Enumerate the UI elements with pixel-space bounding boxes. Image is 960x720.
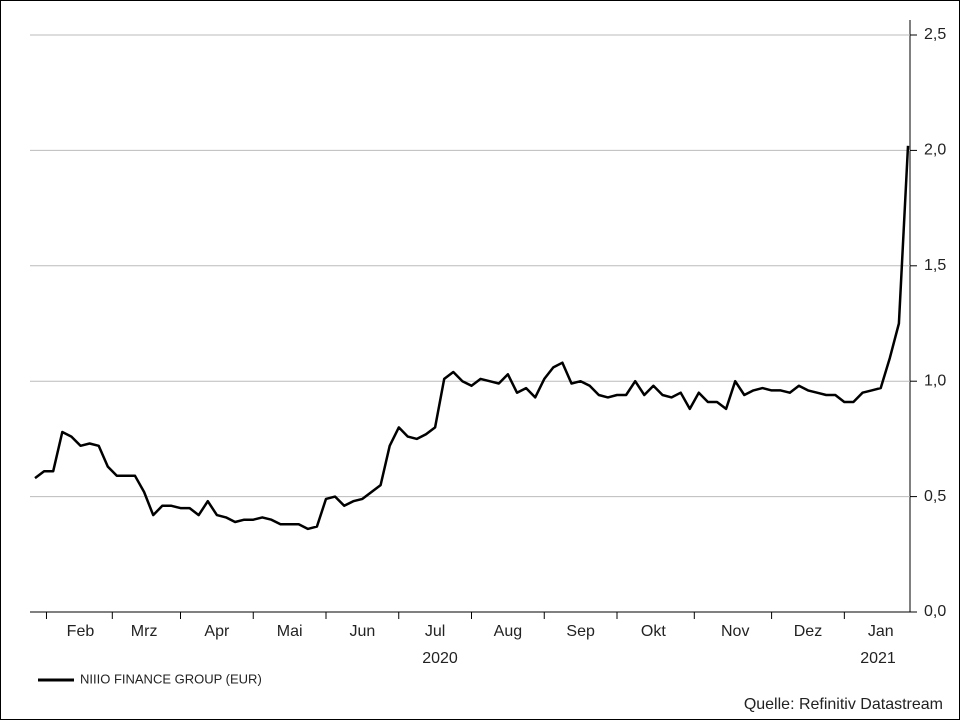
- y-tick-label: 2,0: [924, 142, 946, 159]
- x-tick-label: Jul: [425, 623, 445, 640]
- y-tick-label: 2,5: [924, 26, 946, 43]
- x-tick-label: Dez: [794, 623, 822, 640]
- x-tick-label: Mai: [277, 623, 303, 640]
- source: Quelle: Refinitiv Datastream: [744, 696, 943, 713]
- x-tick-label: Mrz: [131, 623, 158, 640]
- x-tick-label: Jun: [349, 623, 375, 640]
- x-tick-label: Apr: [204, 623, 230, 640]
- x-tick-label: Okt: [641, 623, 666, 640]
- y-tick-label: 0,0: [924, 603, 946, 620]
- y-tick-label: 1,0: [924, 372, 946, 389]
- year-label: 2020: [422, 650, 458, 667]
- x-tick-label: Jan: [868, 623, 894, 640]
- y-tick-label: 1,5: [924, 257, 946, 274]
- price-line: [34, 145, 910, 531]
- x-tick-label: Nov: [721, 623, 749, 640]
- year-label: 2021: [860, 650, 896, 667]
- x-tick-label: Aug: [494, 623, 522, 640]
- x-tick-label: Feb: [67, 623, 95, 640]
- x-tick-label: Sep: [566, 623, 595, 640]
- legend-label: NIIIO FINANCE GROUP (EUR): [80, 671, 262, 686]
- y-tick-label: 0,5: [924, 488, 946, 505]
